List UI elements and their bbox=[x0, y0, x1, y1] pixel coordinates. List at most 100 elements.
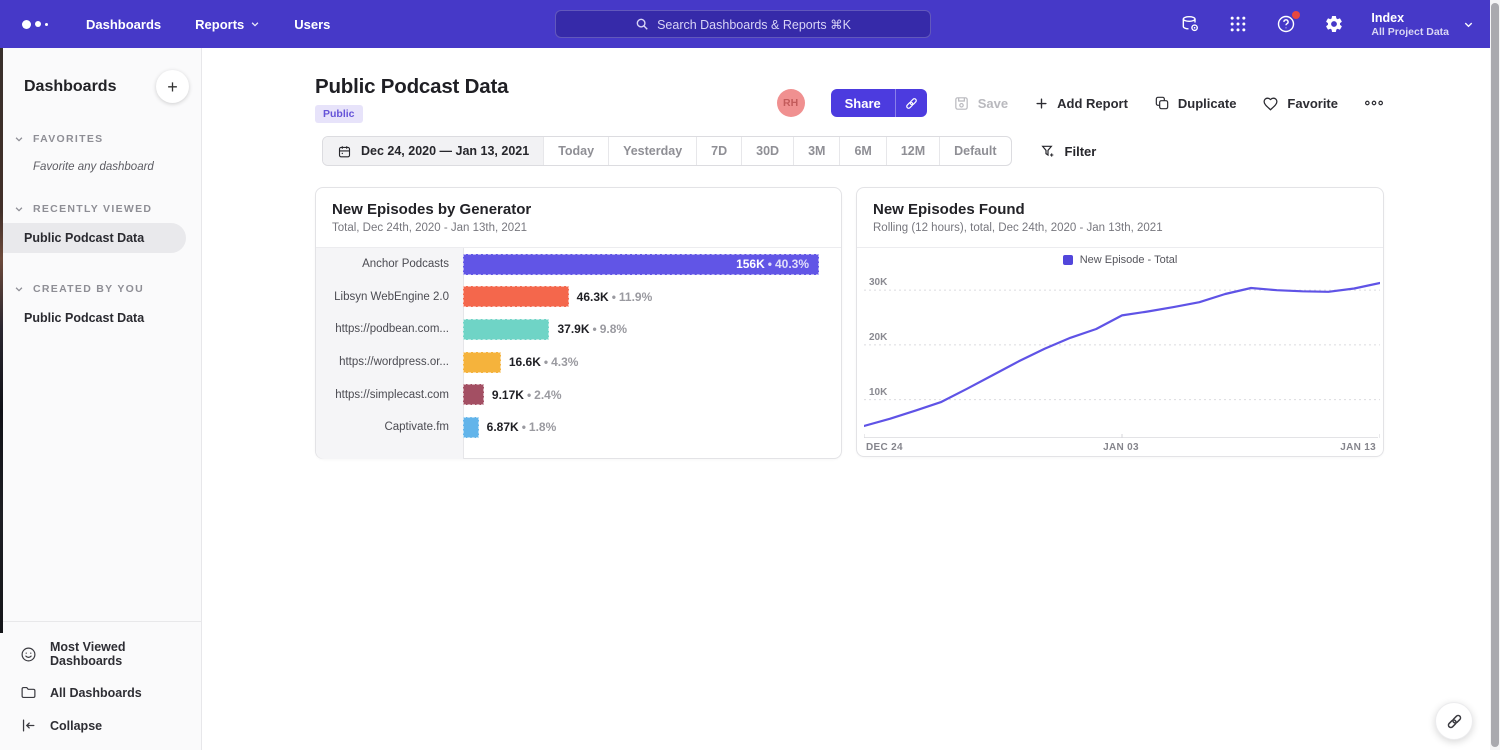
apps-grid-icon[interactable] bbox=[1227, 13, 1249, 35]
bar-category-label: Libsyn WebEngine 2.0 bbox=[316, 291, 463, 303]
bar-category-label: https://wordpress.or... bbox=[316, 356, 463, 368]
section-recently-viewed[interactable]: RECENTLY VIEWED bbox=[0, 203, 201, 215]
top-nav: Dashboards Reports Users Search Dashboar… bbox=[0, 0, 1500, 48]
footer-item-label: Most Viewed Dashboards bbox=[50, 640, 201, 668]
preset-7d[interactable]: 7D bbox=[697, 137, 742, 165]
save-label: Save bbox=[978, 96, 1008, 111]
ellipsis-icon bbox=[1364, 99, 1384, 107]
favorite-button[interactable]: Favorite bbox=[1262, 95, 1338, 112]
nav-item-dashboards[interactable]: Dashboards bbox=[86, 17, 161, 32]
x-axis-labels: DEC 24JAN 03JAN 13 bbox=[864, 438, 1378, 457]
duplicate-button[interactable]: Duplicate bbox=[1154, 95, 1237, 111]
bar-row: https://simplecast.com 9.17K•2.4% bbox=[316, 378, 841, 411]
bar-row: https://podbean.com...37.9K•9.8% bbox=[316, 313, 841, 346]
share-link-button[interactable] bbox=[895, 89, 927, 117]
all-dashboards-button[interactable]: All Dashboards bbox=[0, 676, 201, 709]
preset-3m[interactable]: 3M bbox=[794, 137, 840, 165]
project-selector[interactable]: Index All Project Data bbox=[1371, 11, 1474, 38]
favorite-label: Favorite bbox=[1287, 96, 1338, 111]
duplicate-icon bbox=[1154, 95, 1170, 111]
bar-zone: 6.87K•1.8% bbox=[463, 417, 841, 438]
project-name: Index bbox=[1371, 11, 1449, 25]
nav-item-label: Reports bbox=[195, 17, 244, 32]
nav-right-controls: Index All Project Data bbox=[1179, 0, 1474, 48]
nav-item-label: Dashboards bbox=[86, 17, 161, 32]
help-icon[interactable] bbox=[1275, 13, 1297, 35]
add-report-button[interactable]: Add Report bbox=[1034, 96, 1128, 111]
collapse-sidebar-button[interactable]: Collapse bbox=[0, 709, 201, 742]
line-plot[interactable]: 10K20K30K bbox=[864, 271, 1378, 438]
avatar[interactable]: RH bbox=[777, 89, 805, 117]
legend-label: New Episode - Total bbox=[1080, 254, 1178, 266]
footer-item-label: All Dashboards bbox=[50, 686, 142, 700]
bar-row: Captivate.fm 6.87K•1.8% bbox=[316, 411, 841, 444]
amplitude-logo-icon[interactable] bbox=[22, 20, 68, 29]
bar-category-label: Captivate.fm bbox=[316, 421, 463, 433]
save-icon bbox=[953, 95, 970, 112]
preset-yesterday[interactable]: Yesterday bbox=[609, 137, 697, 165]
bar[interactable]: 156K•40.3% bbox=[463, 254, 819, 275]
x-axis-label: JAN 03 bbox=[1103, 442, 1139, 453]
gear-icon[interactable] bbox=[1323, 13, 1345, 35]
chart-title: New Episodes Found bbox=[873, 201, 1367, 218]
bar[interactable] bbox=[463, 417, 479, 438]
save-button[interactable]: Save bbox=[953, 95, 1008, 112]
nav-item-reports[interactable]: Reports bbox=[195, 17, 260, 32]
bar-category-label: https://podbean.com... bbox=[316, 323, 463, 335]
section-favorites[interactable]: FAVORITES bbox=[0, 133, 201, 145]
add-dashboard-button[interactable]: + bbox=[156, 70, 189, 103]
bar-category-label: https://simplecast.com bbox=[316, 389, 463, 401]
nav-item-users[interactable]: Users bbox=[294, 17, 330, 32]
smiley-icon bbox=[20, 646, 37, 663]
chart-legend: New Episode - Total bbox=[857, 248, 1383, 271]
line-chart-card: New Episodes Found Rolling (12 hours), t… bbox=[856, 187, 1384, 457]
filter-label: Filter bbox=[1065, 144, 1097, 159]
add-report-label: Add Report bbox=[1057, 96, 1128, 111]
date-range-segmented-control: Dec 24, 2020 — Jan 13, 2021 Today Yester… bbox=[322, 136, 1012, 166]
most-viewed-dashboards-button[interactable]: Most Viewed Dashboards bbox=[0, 632, 201, 676]
search-input[interactable]: Search Dashboards & Reports ⌘K bbox=[555, 10, 931, 38]
line-series bbox=[864, 271, 1380, 438]
bar-value-label: 6.87K•1.8% bbox=[487, 420, 557, 434]
bar[interactable] bbox=[463, 286, 569, 307]
sidebar-item-public-podcast-data[interactable]: Public Podcast Data bbox=[0, 223, 186, 253]
share-link-fab[interactable] bbox=[1435, 702, 1473, 740]
chevron-down-icon bbox=[14, 134, 24, 144]
preset-30d[interactable]: 30D bbox=[742, 137, 794, 165]
card-header: New Episodes by Generator Total, Dec 24t… bbox=[316, 188, 841, 248]
bar[interactable] bbox=[463, 319, 549, 340]
heart-icon bbox=[1262, 95, 1279, 112]
favorites-empty-text: Favorite any dashboard bbox=[33, 161, 201, 173]
bar-value-label: 9.17K•2.4% bbox=[492, 388, 562, 402]
preset-default[interactable]: Default bbox=[940, 137, 1010, 165]
chart-subtitle: Total, Dec 24th, 2020 - Jan 13th, 2021 bbox=[332, 222, 825, 234]
page-scrollbar[interactable] bbox=[1490, 0, 1500, 750]
date-toolbar: Dec 24, 2020 — Jan 13, 2021 Today Yester… bbox=[322, 136, 1096, 166]
preset-today[interactable]: Today bbox=[544, 137, 609, 165]
project-subtitle: All Project Data bbox=[1371, 26, 1449, 38]
more-options-button[interactable] bbox=[1364, 96, 1384, 110]
x-axis-label: JAN 13 bbox=[1340, 442, 1376, 453]
date-range-button[interactable]: Dec 24, 2020 — Jan 13, 2021 bbox=[323, 137, 544, 165]
preset-6m[interactable]: 6M bbox=[840, 137, 886, 165]
data-source-icon[interactable] bbox=[1179, 13, 1201, 35]
share-button[interactable]: Share bbox=[831, 89, 895, 117]
search-icon bbox=[635, 17, 649, 31]
series-line bbox=[864, 283, 1380, 426]
visibility-badge: Public bbox=[315, 105, 363, 123]
bar[interactable] bbox=[463, 384, 484, 405]
section-created-by-you[interactable]: CREATED BY YOU bbox=[0, 283, 201, 295]
card-header: New Episodes Found Rolling (12 hours), t… bbox=[857, 188, 1383, 248]
project-text: Index All Project Data bbox=[1371, 11, 1449, 38]
section-label: FAVORITES bbox=[33, 133, 103, 145]
bar-row: https://wordpress.or...16.6K•4.3% bbox=[316, 346, 841, 379]
scrollbar-thumb[interactable] bbox=[1491, 3, 1499, 747]
bar[interactable] bbox=[463, 352, 501, 373]
bar-value-label: 46.3K•11.9% bbox=[577, 290, 653, 304]
search-placeholder: Search Dashboards & Reports ⌘K bbox=[657, 17, 851, 32]
filter-button[interactable]: Filter bbox=[1040, 143, 1097, 159]
preset-12m[interactable]: 12M bbox=[887, 137, 940, 165]
bar-chart-card: New Episodes by Generator Total, Dec 24t… bbox=[315, 187, 842, 459]
collapse-icon bbox=[20, 717, 37, 734]
sidebar-item-public-podcast-data-2[interactable]: Public Podcast Data bbox=[0, 303, 201, 333]
